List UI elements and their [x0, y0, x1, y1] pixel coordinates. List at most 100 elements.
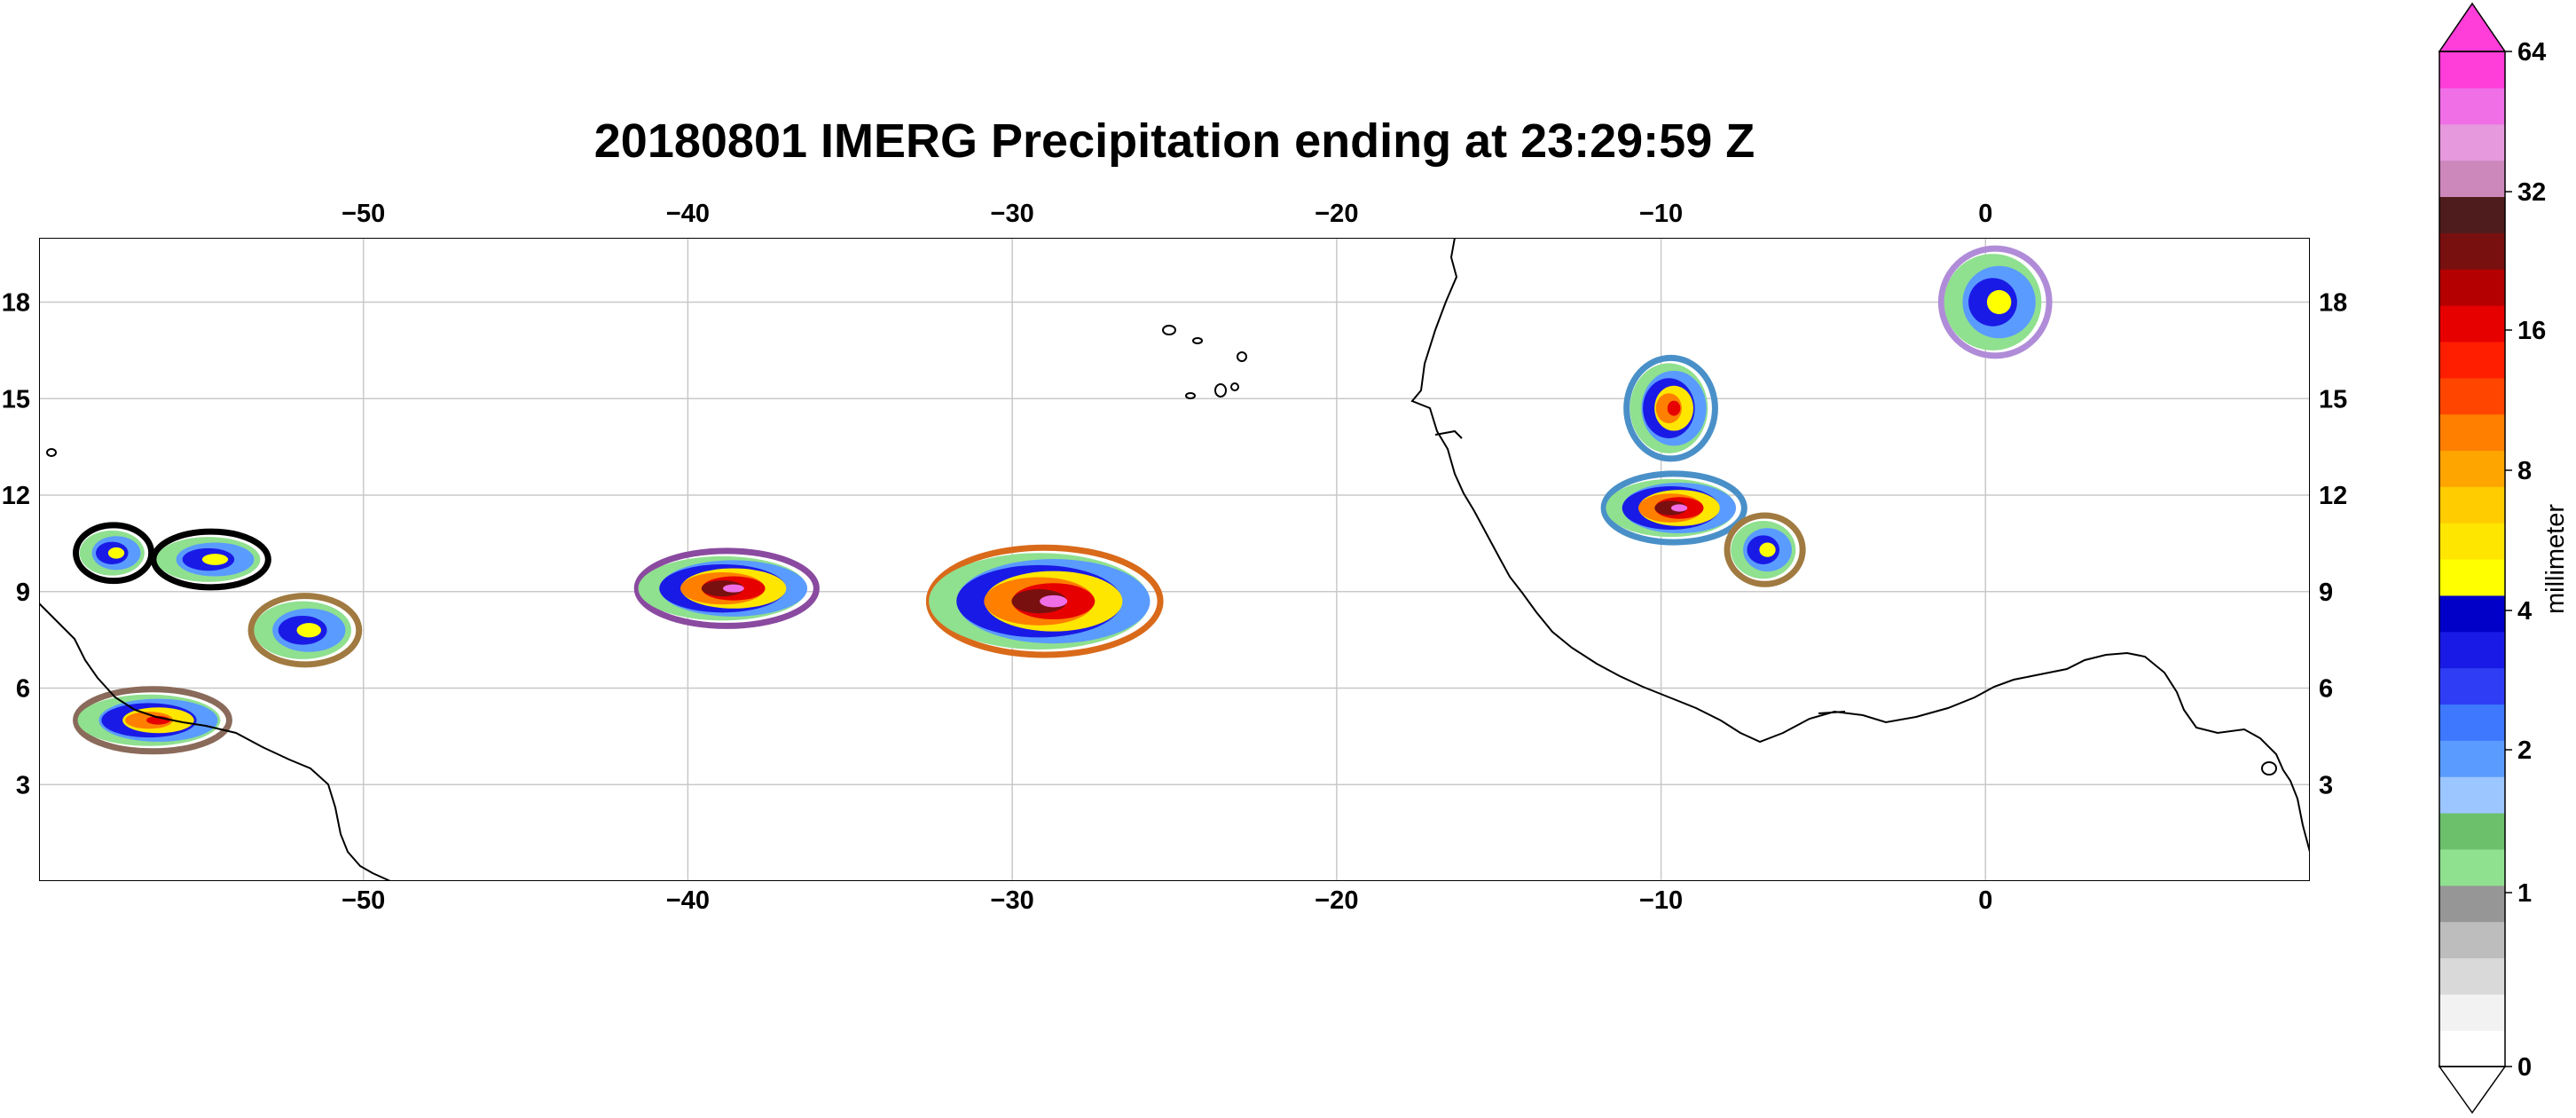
lat-tick-label-right: 6 — [2319, 675, 2333, 704]
storm-outline — [247, 593, 363, 668]
storm-guiana-coast — [73, 686, 232, 755]
colorbar-tick-label: 1 — [2517, 879, 2532, 908]
colorbar-segment — [2439, 450, 2505, 487]
colorbar-min-arrow — [2438, 1066, 2507, 1114]
colorbar-segment — [2439, 51, 2505, 89]
colorbar-frame — [2439, 51, 2506, 1067]
lat-tick-label-left: 18 — [2, 289, 30, 318]
precipitation-cells — [73, 245, 2053, 755]
storm-west-atlantic-1 — [73, 522, 155, 585]
lon-tick-label-bottom: −50 — [342, 886, 385, 915]
lat-tick-label-left: 3 — [16, 771, 30, 799]
lon-tick-label-top: −20 — [1315, 200, 1358, 228]
lat-tick-label-left: 12 — [2, 482, 30, 510]
island-cape-verde-4 — [1214, 383, 1227, 398]
lon-tick-label-bottom: −10 — [1639, 886, 1683, 915]
lat-tick-label-right: 18 — [2319, 289, 2347, 318]
colorbar-segment — [2439, 413, 2505, 452]
island-cape-verde-2 — [1192, 337, 1203, 344]
colorbar-segment — [2439, 594, 2505, 633]
storm-intensity-band — [296, 623, 321, 638]
storm-outline — [73, 522, 155, 585]
colorbar-max-arrow — [2438, 2, 2507, 52]
storm-intensity-band — [1667, 400, 1681, 416]
colorbar-segment — [2439, 957, 2505, 995]
colorbar-segment — [2439, 921, 2505, 959]
colorbar-tick-label: 16 — [2517, 317, 2546, 345]
map-title: 20180801 IMERG Precipitation ending at 2… — [593, 114, 1755, 168]
lon-tick-label-top: −50 — [342, 200, 385, 228]
lat-tick-label-left: 6 — [16, 675, 30, 704]
lat-tick-label-left: 9 — [16, 579, 30, 607]
island-caribbean — [46, 448, 57, 457]
colorbar-tick-label: 64 — [2517, 38, 2546, 67]
coastline-ghana-detail — [1818, 711, 1846, 714]
lon-tick-label-bottom: −20 — [1315, 886, 1358, 915]
storm-outline — [1623, 354, 1718, 462]
colorbar-segment — [2439, 232, 2505, 270]
storm-guinea-1 — [1623, 354, 1718, 462]
storm-intensity-band — [701, 580, 744, 597]
storm-outline — [1937, 245, 2053, 359]
lat-tick-label-right: 9 — [2319, 579, 2333, 607]
storm-outline — [633, 547, 820, 629]
colorbar-segment — [2439, 123, 2505, 161]
lon-tick-label-top: −40 — [666, 200, 710, 228]
map-area — [39, 238, 2310, 881]
storm-outline — [1600, 470, 1747, 546]
storm-intensity-band — [1011, 589, 1067, 614]
colorbar-segment — [2439, 813, 2505, 850]
colorbar-segment — [2439, 269, 2505, 306]
lon-tick-label-top: −10 — [1639, 200, 1683, 228]
lon-tick-label-top: 0 — [1978, 200, 1992, 228]
lon-tick-label-bottom: −30 — [991, 886, 1034, 915]
colorbar-segment — [2439, 486, 2505, 524]
colorbar-segment — [2439, 523, 2505, 560]
colorbar-tick-label: 4 — [2517, 597, 2532, 626]
storm-guinea-2 — [1600, 470, 1747, 546]
colorbar-segment — [2439, 87, 2505, 125]
lon-tick-label-bottom: 0 — [1978, 886, 1992, 915]
island-cape-verde-1 — [1162, 325, 1176, 335]
coastline-senegal-detail — [1434, 429, 1463, 439]
colorbar-segment — [2439, 305, 2505, 342]
coastline — [39, 238, 2310, 881]
storm-intensity-band — [1040, 594, 1068, 608]
colorbar-segment — [2439, 160, 2505, 198]
colorbar-tick-label: 0 — [2517, 1053, 2532, 1082]
colorbar-segment — [2439, 994, 2505, 1031]
storm-outline — [73, 686, 232, 755]
storm-intensity-band — [1654, 500, 1687, 516]
storm-intensity-band — [1670, 504, 1688, 512]
lat-tick-label-left: 15 — [2, 385, 30, 413]
lat-tick-label-right: 15 — [2319, 385, 2347, 413]
colorbar-segment — [2439, 631, 2505, 669]
storm-sierra-leone — [1724, 512, 1806, 587]
storm-west-atlantic-3 — [247, 593, 363, 668]
colorbar-segment — [2439, 377, 2505, 415]
colorbar-segment — [2439, 667, 2505, 705]
coastline-south-america — [39, 602, 391, 881]
storm-sahel — [1937, 245, 2053, 359]
colorbar-segment — [2439, 559, 2505, 596]
colorbar-segment — [2439, 848, 2505, 886]
axis-tick-labels: −50 −50 −40 −40 −30 −30 −20 −20 −10 −10 0 0 3 3 6 6 9 9 12… — [2, 200, 2348, 915]
storm-west-atlantic-2 — [150, 528, 271, 591]
colorbar-segment — [2439, 740, 2505, 777]
storm-intensity-band — [1759, 542, 1776, 557]
colorbar: 0 1 2 4 8 16 32 64 millimeter — [2438, 2, 2570, 1114]
storm-intensity-band — [201, 554, 229, 565]
storm-mid-atlantic-2 — [925, 544, 1164, 658]
storm-mid-atlantic-1 — [633, 547, 820, 629]
storm-intensity-band — [1986, 289, 2012, 315]
colorbar-tick-label: 2 — [2517, 736, 2532, 765]
island-cape-verde-3 — [1237, 351, 1247, 362]
colorbar-tick-label: 32 — [2517, 178, 2546, 207]
colorbar-segment — [2439, 196, 2505, 233]
storm-intensity-band — [107, 547, 125, 559]
colorbar-segment — [2439, 704, 2505, 741]
colorbar-segment — [2439, 1030, 2505, 1067]
colorbar-segment — [2439, 885, 2505, 923]
storm-intensity-band — [723, 584, 744, 593]
